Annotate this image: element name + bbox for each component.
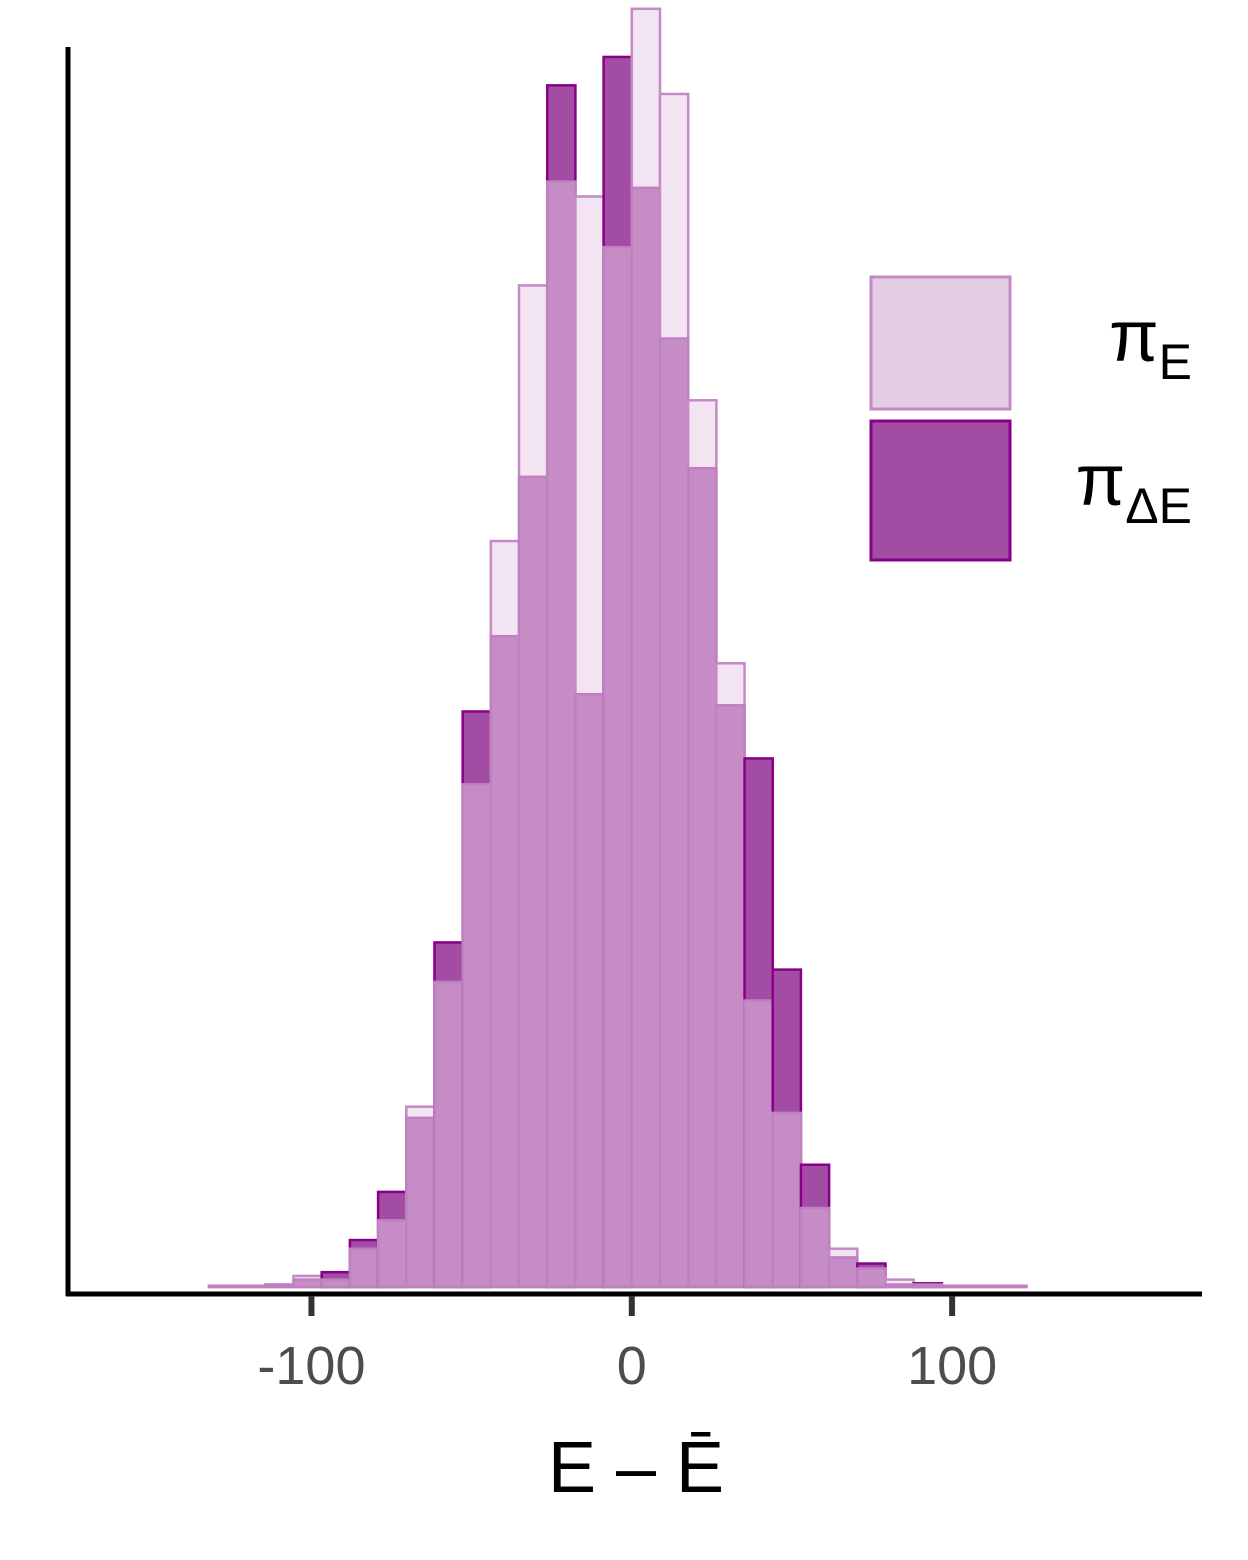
legend-swatch-pi-delta-e (869, 419, 1012, 562)
histogram-bar-overlap (235, 1284, 267, 1289)
histogram-bar-overlap (517, 475, 549, 1289)
histogram-bar-overlap (207, 1284, 239, 1289)
histogram-bar-overlap (489, 634, 521, 1289)
x-axis-title: E – Ē (548, 1428, 724, 1508)
histogram-bar-overlap (630, 186, 662, 1289)
legend-label-pi-e-symbol: π (1109, 297, 1159, 377)
histogram-bar-overlap (545, 180, 577, 1289)
histogram-bar-overlap (405, 1116, 436, 1289)
histogram-bar-overlap (912, 1283, 944, 1289)
histogram-bar-overlap (658, 337, 690, 1289)
legend-label-pi-e-subscript: E (1159, 334, 1192, 390)
legend-swatch-pi-e (869, 275, 1012, 411)
histogram-bar-overlap (884, 1283, 915, 1289)
histogram-bar-overlap (799, 1206, 831, 1289)
histogram-bar-overlap (376, 1219, 408, 1289)
histogram-bar-overlap (856, 1267, 887, 1289)
x-tick-label: 100 (907, 1336, 997, 1396)
legend-label-pi-delta-e-subscript: ΔE (1125, 478, 1192, 534)
legend-label-pi-e: πE (1109, 297, 1192, 390)
histogram-bar-overlap (264, 1283, 295, 1289)
legend: πE πΔE (869, 275, 1192, 562)
histogram-bar-overlap (968, 1284, 1000, 1289)
legend-label-pi-delta-e: πΔE (1076, 441, 1192, 534)
histogram-bar-overlap (433, 980, 464, 1289)
histogram-bar-overlap (348, 1247, 380, 1289)
histogram-bar-overlap (743, 999, 774, 1289)
histogram-bar-overlap (686, 466, 718, 1289)
histogram-bar-overlap (574, 692, 605, 1289)
histogram-bar-overlap (771, 1111, 803, 1289)
x-tick-label: 0 (617, 1336, 647, 1396)
x-tick-label: -100 (257, 1336, 365, 1396)
histogram-bar-overlap (461, 783, 493, 1289)
histogram-bar-overlap (940, 1284, 972, 1289)
histogram-bar-overlap (715, 704, 746, 1289)
legend-label-pi-delta-e-symbol: π (1076, 441, 1126, 521)
histogram-bar-overlap (602, 245, 634, 1289)
histogram-bar-overlap (292, 1278, 323, 1289)
histogram-bars (207, 7, 1028, 1289)
histogram-bar-overlap (320, 1278, 352, 1289)
histogram-bar-overlap (827, 1256, 859, 1289)
histogram-bar-overlap (997, 1284, 1028, 1289)
x-axis-ticks: -100 0 100 (257, 1296, 997, 1396)
